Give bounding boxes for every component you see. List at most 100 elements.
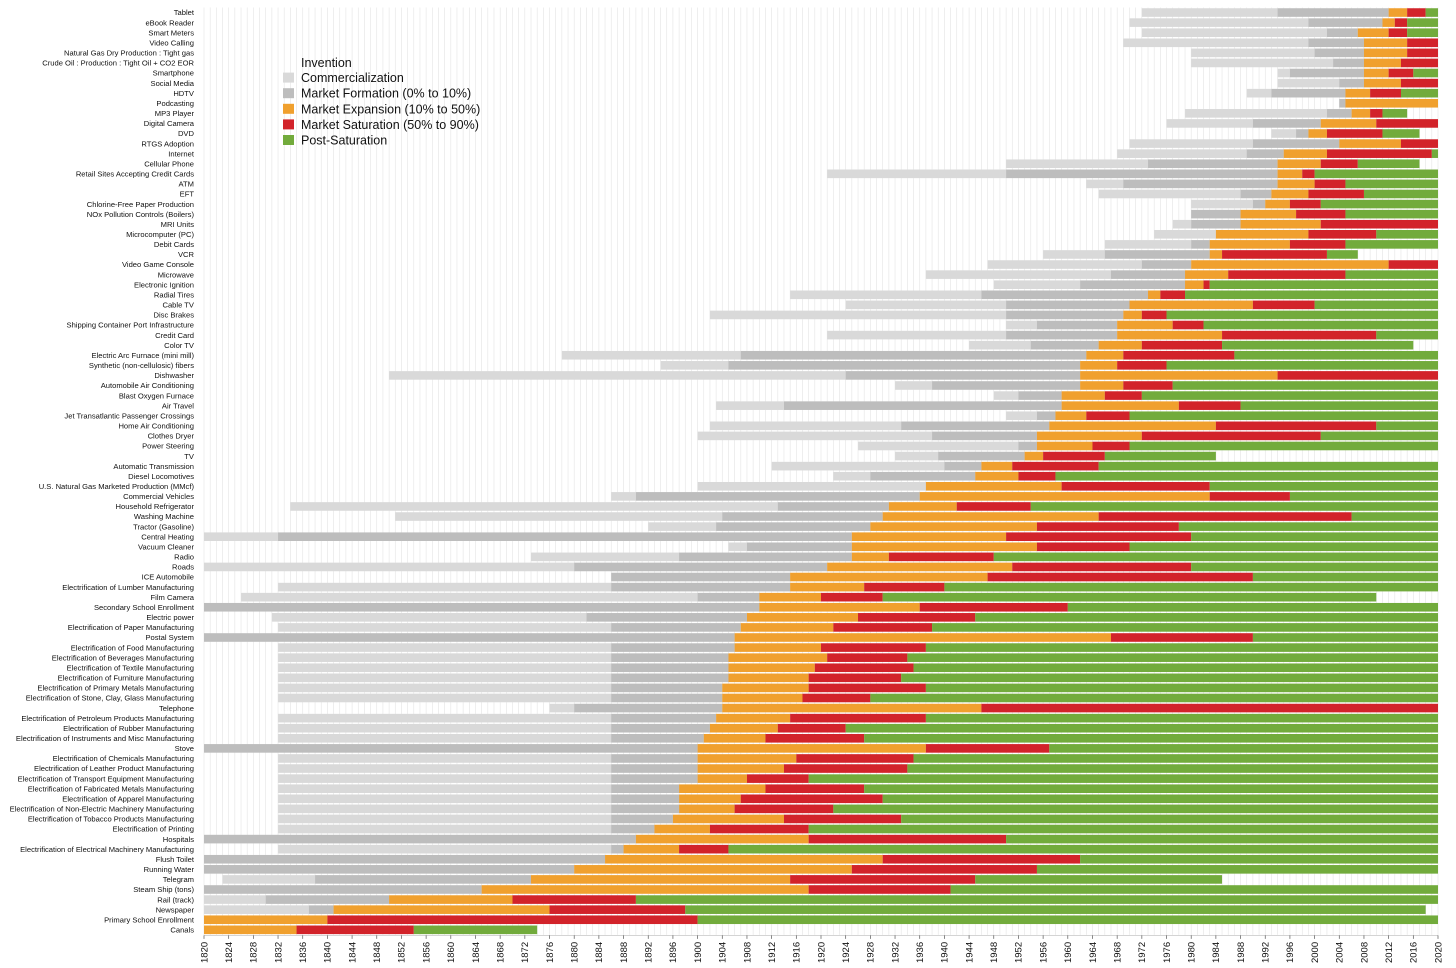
bar-commercialization: [611, 492, 636, 501]
bar-post: [907, 653, 1438, 662]
row-label: Canals: [170, 926, 194, 935]
bar-commercialization: [395, 512, 723, 521]
bar-saturation: [1289, 199, 1321, 209]
bar-post: [635, 895, 1438, 904]
bar-commercialization: [697, 482, 926, 491]
bar-formation: [1191, 209, 1241, 219]
x-tick-label: 1916: [792, 942, 803, 963]
x-tick-label: 1952: [1014, 942, 1025, 963]
bar-formation: [722, 512, 883, 521]
bar-post: [901, 814, 1438, 824]
bar-expansion: [1036, 431, 1142, 441]
bar-saturation: [740, 794, 883, 804]
bar-commercialization: [389, 371, 846, 380]
legend-label-saturation: Market Saturation (50% to 90%): [301, 118, 479, 132]
bar-formation: [611, 824, 655, 834]
bar-formation: [1006, 169, 1278, 179]
bar-saturation: [1141, 310, 1167, 320]
bar-saturation: [1117, 361, 1167, 370]
row-label: Postal System: [145, 633, 194, 642]
bar-expansion: [722, 683, 809, 693]
row-label: Microwave: [158, 270, 194, 279]
bar-commercialization: [271, 613, 587, 622]
bar-expansion: [1277, 159, 1321, 169]
bar-formation: [1240, 189, 1272, 199]
bar-commercialization: [1271, 129, 1297, 138]
bar-formation: [278, 532, 852, 541]
bar-expansion: [1191, 260, 1389, 269]
bar-post: [925, 683, 1438, 693]
row-label: Electrification of Instruments and Misc …: [16, 734, 194, 743]
bar-post: [1006, 834, 1438, 844]
row-label: Electrification of Printing: [113, 825, 194, 834]
bar-formation: [1006, 330, 1118, 340]
row-label: Film Camera: [151, 593, 195, 602]
bar-commercialization: [728, 542, 747, 552]
bar-expansion: [919, 492, 1210, 501]
bar-commercialization: [1277, 68, 1290, 78]
row-label: Automobile Air Conditioning: [101, 381, 194, 390]
x-tick-label: 1972: [1137, 942, 1148, 963]
bar-commercialization: [278, 663, 612, 673]
row-label: Secondary School Enrollment: [94, 603, 195, 612]
bar-post: [728, 844, 1438, 854]
row-label: Debit Cards: [154, 240, 194, 249]
bar-post: [1178, 522, 1438, 531]
bar-commercialization: [278, 764, 612, 773]
bar-expansion: [1363, 58, 1401, 68]
bar-expansion: [1209, 240, 1290, 249]
bar-commercialization: [1154, 230, 1216, 239]
bar-saturation: [1104, 391, 1142, 400]
row-label: Blast Oxygen Furnace: [119, 391, 194, 400]
bar-commercialization: [1166, 119, 1253, 128]
bar-post: [1252, 633, 1438, 642]
bar-commercialization: [1191, 199, 1253, 209]
row-label: Hospitals: [163, 835, 194, 844]
bar-formation: [938, 451, 1025, 461]
bar-formation: [1252, 139, 1340, 148]
bar-formation: [1030, 340, 1099, 350]
bar-commercialization: [895, 451, 939, 461]
row-label: NOx Pollution Controls (Boilers): [87, 210, 195, 219]
bar-commercialization: [709, 310, 1007, 320]
bar-post: [1382, 129, 1420, 138]
bar-commercialization: [278, 673, 612, 683]
x-tick-label: 1856: [421, 942, 432, 963]
bar-saturation: [1400, 78, 1438, 88]
bar-commercialization: [278, 794, 612, 804]
bar-formation: [611, 693, 723, 703]
bar-saturation: [1036, 542, 1130, 552]
bar-post: [1326, 250, 1358, 259]
x-tick-label: 1832: [273, 942, 284, 963]
row-label: ICE Automobile: [142, 573, 194, 582]
x-tick-label: 1984: [1211, 942, 1222, 963]
x-tick-label: 2000: [1310, 942, 1321, 963]
bar-expansion: [746, 613, 859, 622]
bar-formation: [611, 844, 624, 854]
bar-expansion: [703, 734, 766, 743]
bar-post: [950, 885, 1438, 894]
row-label: Podcasting: [156, 99, 194, 108]
bar-expansion: [1363, 78, 1401, 88]
bar-commercialization: [278, 754, 612, 763]
bar-commercialization: [1191, 48, 1315, 58]
bar-commercialization: [278, 582, 612, 592]
bar-formation: [1296, 129, 1309, 138]
bar-saturation: [1018, 471, 1056, 481]
bar-saturation: [1326, 129, 1383, 138]
row-label: Primary School Enrollment: [104, 915, 195, 924]
bar-post: [1382, 109, 1408, 118]
bar-saturation: [1141, 431, 1321, 441]
bar-post: [1191, 532, 1438, 541]
row-label: Electrification of Fabricated Metals Man…: [28, 784, 194, 793]
row-label: Jet Transatlantic Passenger Crossings: [64, 411, 194, 420]
row-label: Smartphone: [153, 69, 194, 78]
bar-expansion: [740, 623, 834, 632]
row-label: Vacuum Cleaner: [138, 542, 194, 551]
x-tick-label: 2008: [1359, 942, 1370, 963]
bar-expansion: [672, 814, 784, 824]
bar-post: [1314, 169, 1438, 179]
bar-expansion: [759, 602, 920, 612]
bar-formation: [1252, 199, 1266, 209]
x-tick-label: 1872: [520, 942, 531, 963]
